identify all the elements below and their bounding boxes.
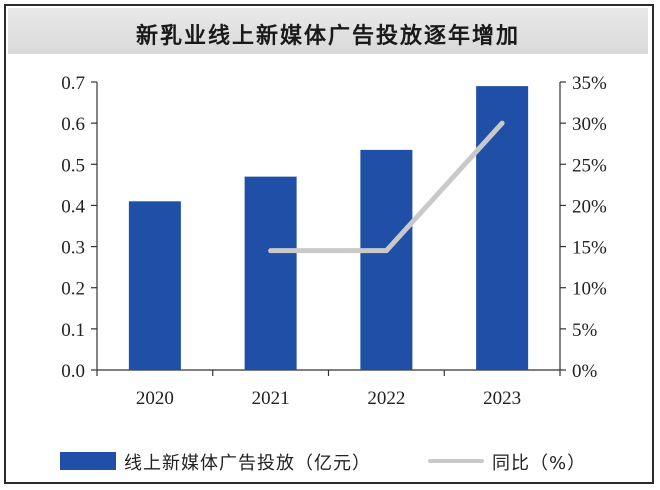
y-right-tick-label: 35% <box>572 73 607 94</box>
x-tick-label: 2021 <box>252 388 290 409</box>
y-right-tick-label: 0% <box>572 361 598 382</box>
y-left-tick-label: 0.5 <box>61 155 85 176</box>
y-right-tick-label: 25% <box>572 155 607 176</box>
x-tick-label: 2022 <box>367 388 405 409</box>
yoy-line <box>268 120 505 254</box>
bar <box>244 176 297 370</box>
bar <box>360 149 413 370</box>
y-left-tick-label: 0.6 <box>61 114 85 135</box>
chart-title: 新乳业线上新媒体广告投放逐年增加 <box>135 24 520 49</box>
bar <box>476 86 529 370</box>
y-left-tick-label: 0.4 <box>61 196 85 217</box>
legend: 线上新媒体广告投放（亿元） 同比（%） <box>0 446 660 478</box>
legend-bar-label: 线上新媒体广告投放（亿元） <box>124 453 371 474</box>
y-right-tick-label: 20% <box>572 196 607 217</box>
y-left-tick-label: 0.0 <box>61 361 85 382</box>
legend-line-swatch <box>428 459 484 463</box>
chart-frame <box>4 4 654 484</box>
y-right-tick-label: 5% <box>572 320 598 341</box>
y-left-tick-label: 0.2 <box>61 279 85 300</box>
y-right-tick-label: 30% <box>572 114 607 135</box>
x-tick-label: 2023 <box>483 388 521 409</box>
title-band: 新乳业线上新媒体广告投放逐年增加 <box>8 8 648 54</box>
y-right-tick-label: 10% <box>572 279 607 300</box>
x-tick-label: 2020 <box>136 388 174 409</box>
y-left-tick-label: 0.7 <box>61 73 85 94</box>
y-left-tick-label: 0.3 <box>61 238 85 259</box>
legend-bar-swatch <box>60 452 116 470</box>
y-left-tick-label: 0.1 <box>61 320 85 341</box>
legend-line-label: 同比（%） <box>492 453 587 474</box>
bar <box>128 201 181 370</box>
y-right-tick-label: 15% <box>572 238 607 259</box>
